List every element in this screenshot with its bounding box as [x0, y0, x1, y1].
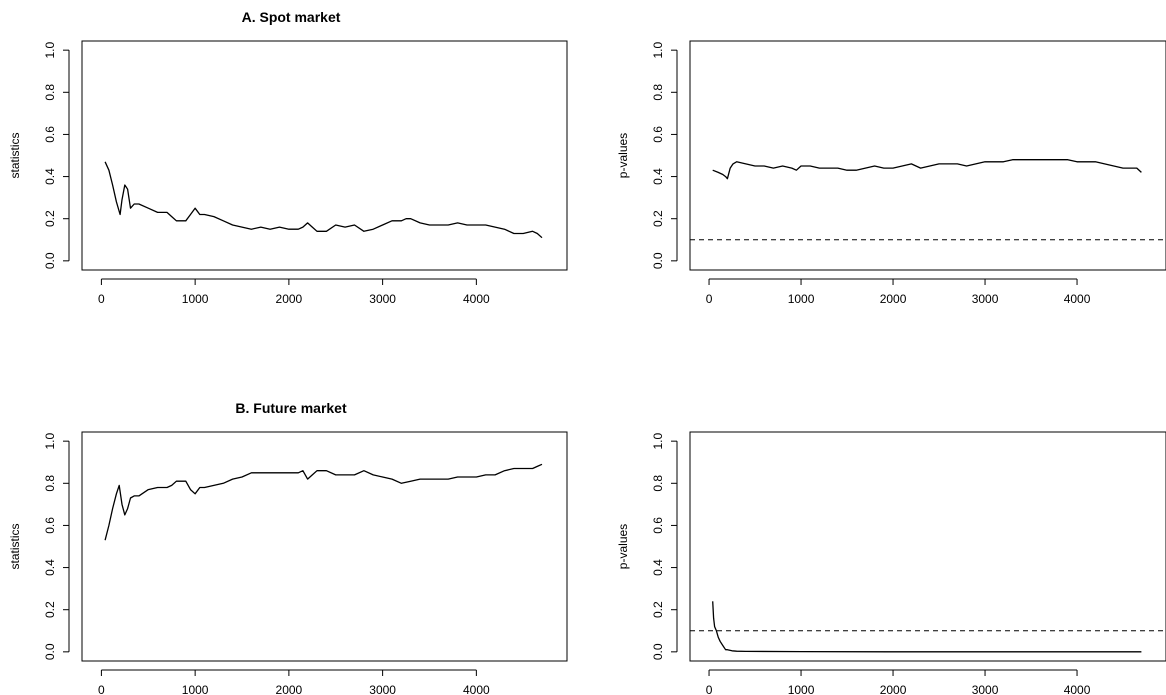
- y-tick-label-3-0: 0.0: [43, 643, 57, 660]
- y-tick-label-4-1: 0.2: [651, 601, 665, 618]
- plot-frame-2: [689, 40, 1166, 271]
- x-tick-label-3-3: 3000: [369, 683, 396, 695]
- y-tick-label-1-3: 0.6: [43, 126, 57, 143]
- x-tick-label-3-4: 4000: [463, 683, 490, 695]
- y-tick-label-2-5: 1.0: [651, 41, 665, 58]
- y-tick-label-1-0: 0.0: [43, 252, 57, 269]
- y-axis-label-1: statistics: [8, 132, 22, 178]
- x-tick-label-4-2: 2000: [880, 683, 907, 695]
- x-tick-label-4-4: 4000: [1064, 683, 1091, 695]
- x-tick-label-3-2: 2000: [276, 683, 303, 695]
- y-tick-label-4-0: 0.0: [651, 643, 665, 660]
- x-tick-label-3-0: 0: [98, 683, 105, 695]
- y-tick-label-3-1: 0.2: [43, 601, 57, 618]
- plot-frame-4: [689, 431, 1166, 662]
- x-tick-label-1-3: 3000: [369, 292, 396, 306]
- y-tick-label-2-4: 0.8: [651, 84, 665, 101]
- y-tick-label-2-0: 0.0: [651, 252, 665, 269]
- y-tick-label-1-2: 0.4: [43, 168, 57, 185]
- x-tick-label-3-1: 1000: [182, 683, 209, 695]
- y-tick-label-3-4: 0.8: [43, 475, 57, 492]
- series-line-1-0: [104, 161, 543, 239]
- y-tick-label-2-3: 0.6: [651, 126, 665, 143]
- y-tick-label-1-1: 0.2: [43, 210, 57, 227]
- series-line-2-0: [712, 159, 1142, 180]
- x-tick-label-1-1: 1000: [182, 292, 209, 306]
- y-tick-label-4-3: 0.6: [651, 517, 665, 534]
- series-line-3-0: [104, 463, 543, 541]
- plot-frame-1: [81, 40, 568, 271]
- x-tick-label-1-0: 0: [98, 292, 105, 306]
- panel-title-3: B. Future market: [235, 400, 347, 416]
- y-axis-label-3: statistics: [8, 523, 22, 569]
- x-tick-label-4-1: 1000: [788, 683, 815, 695]
- x-tick-label-2-1: 1000: [788, 292, 815, 306]
- plot-frame-3: [81, 431, 568, 662]
- x-tick-label-2-4: 4000: [1064, 292, 1091, 306]
- x-tick-label-1-4: 4000: [463, 292, 490, 306]
- y-tick-label-3-5: 1.0: [43, 432, 57, 449]
- y-tick-label-4-2: 0.4: [651, 559, 665, 576]
- y-tick-label-2-1: 0.2: [651, 210, 665, 227]
- y-tick-label-4-5: 1.0: [651, 432, 665, 449]
- y-tick-label-1-5: 1.0: [43, 41, 57, 58]
- y-tick-label-3-3: 0.6: [43, 517, 57, 534]
- panel-title-1: A. Spot market: [242, 9, 341, 25]
- y-tick-label-4-4: 0.8: [651, 475, 665, 492]
- x-tick-label-2-2: 2000: [880, 292, 907, 306]
- y-tick-label-2-2: 0.4: [651, 168, 665, 185]
- x-tick-label-4-0: 0: [706, 683, 713, 695]
- x-tick-label-4-3: 3000: [972, 683, 999, 695]
- y-tick-label-3-2: 0.4: [43, 559, 57, 576]
- x-tick-label-1-2: 2000: [276, 292, 303, 306]
- x-tick-label-2-0: 0: [706, 292, 713, 306]
- y-axis-label-2: p-values: [616, 133, 630, 178]
- y-axis-label-4: p-values: [616, 524, 630, 569]
- x-tick-label-2-3: 3000: [972, 292, 999, 306]
- y-tick-label-1-4: 0.8: [43, 84, 57, 101]
- series-line-4-0: [712, 601, 1142, 653]
